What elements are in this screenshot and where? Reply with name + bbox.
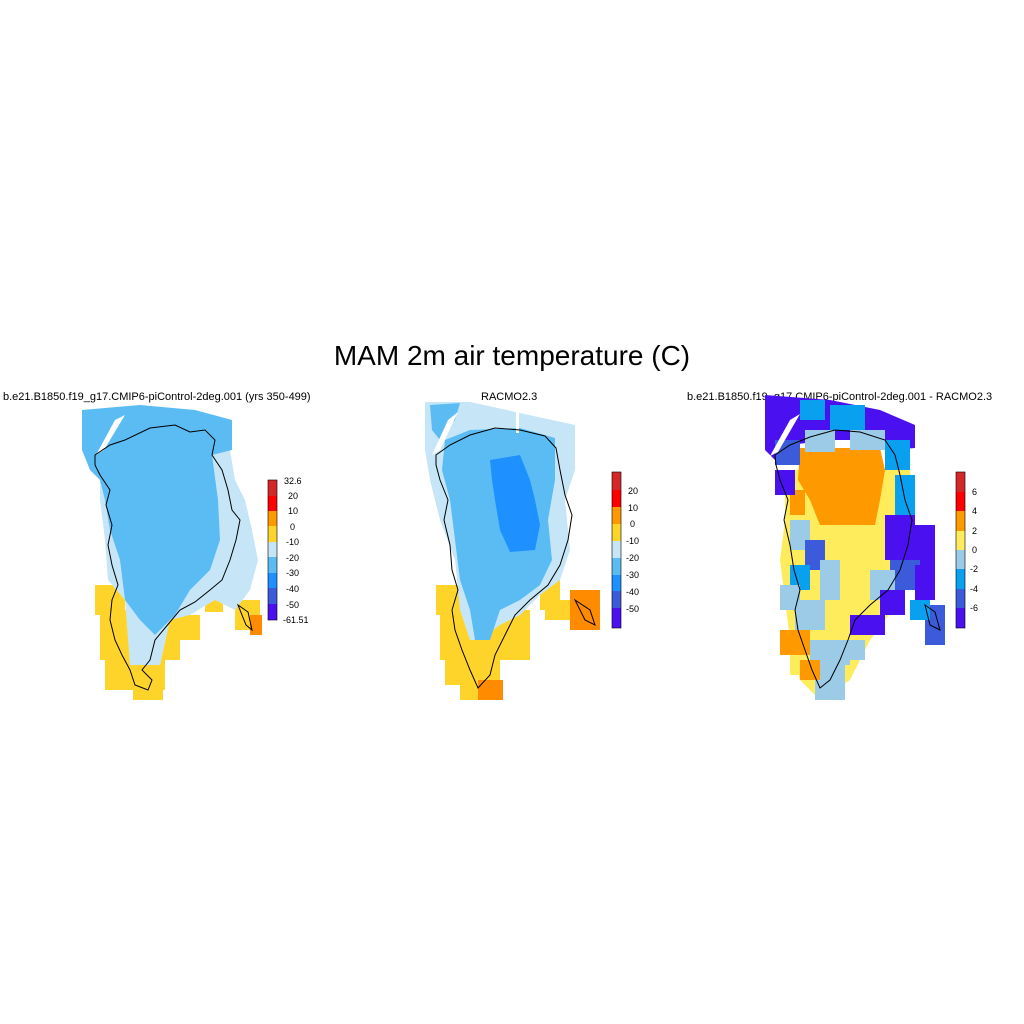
cb2-label: -30 [626,570,639,580]
cb1-label: -10 [286,537,299,547]
cb3-label: -4 [970,584,978,594]
cb3-label: 2 [972,526,977,536]
cb2-label: -10 [626,536,639,546]
cb2-label: 20 [628,486,638,496]
cb1-label: -40 [286,584,299,594]
panel-2-map [425,402,600,700]
cb2-label: -20 [626,553,639,563]
cb1-label: -30 [286,568,299,578]
cb3-label: 6 [972,487,977,497]
cb1-label: 0 [290,522,295,532]
cb3-label: 4 [972,506,977,516]
panel-1-title: b.e21.B1850.f19_g17.CMIP6-piControl-2deg… [3,391,311,403]
cb1-label: -61.51 [283,615,309,625]
cb1-label: -50 [286,600,299,610]
panel-2-colorbar: 20 10 0 -10 -20 -30 -40 -50 [611,471,639,629]
panel-2-title: RACMO2.3 [481,391,538,403]
cb2-label: 0 [630,519,635,529]
panel-3-colorbar: 6 4 2 0 -2 -4 -6 [955,471,978,629]
cb3-label: -2 [970,564,978,574]
cb1-label: 32.6 [284,476,302,486]
cb1-label: -20 [286,553,299,563]
figure-title: MAM 2m air temperature (C) [333,340,691,371]
cb1-label: 10 [288,506,298,516]
cb2-label: 10 [628,503,638,513]
cb2-label: -40 [626,587,639,597]
cb3-label: -6 [970,603,978,613]
panel-3-map [765,395,945,700]
panel-1-map [82,405,262,700]
cb1-label: 20 [288,491,298,501]
panel-1-colorbar: 32.6 20 10 0 -10 -20 -30 -40 -50 -61.51 [267,476,309,625]
panel-3-title: b.e21.B1850.f19_g17.CMIP6-piControl-2deg… [687,391,993,403]
cb3-label: 0 [972,545,977,555]
cb2-label: -50 [626,604,639,614]
